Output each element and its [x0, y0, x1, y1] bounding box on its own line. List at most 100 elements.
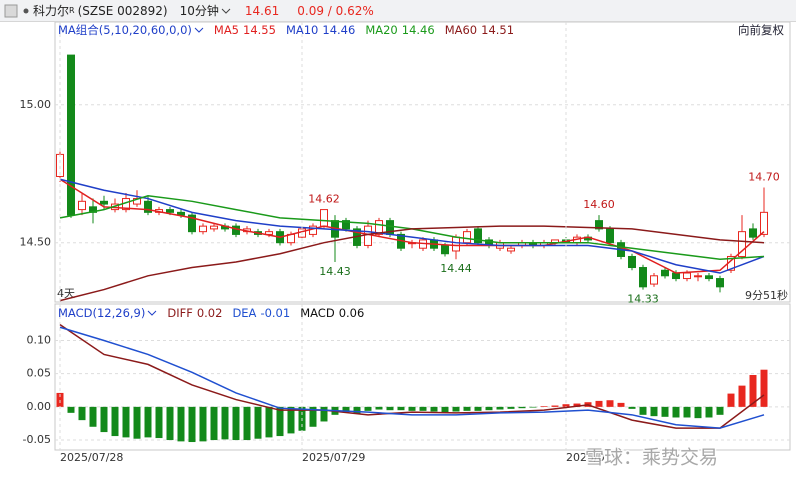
candle-body — [441, 244, 449, 255]
macd-bar — [375, 406, 383, 410]
legend-name: MA5 — [213, 23, 239, 37]
price-annotation: 14.43 — [319, 265, 351, 278]
legend-name: DEA — [232, 306, 257, 320]
legend-name: MA10 — [285, 23, 319, 37]
macd-panel — [54, 303, 791, 451]
candle-body — [595, 220, 603, 230]
price-annotation: 14.62 — [308, 193, 340, 206]
indicator-line — [59, 323, 765, 429]
y-tick-label: 0.00 — [27, 400, 52, 413]
macd-bar — [166, 406, 174, 441]
candle-body — [749, 228, 757, 238]
candle-body — [78, 200, 86, 211]
candle-body — [144, 200, 152, 213]
candle-body — [639, 267, 647, 288]
macd-bar — [133, 406, 141, 439]
macd-bar — [254, 406, 262, 439]
macd-bar — [353, 406, 361, 414]
price-annotation: 14.33 — [627, 293, 659, 306]
macd-bar — [716, 406, 724, 415]
stock-name[interactable]: 科力尔 — [33, 4, 70, 18]
macd-bar — [320, 406, 328, 422]
x-tick-label: 2025/0 — [566, 451, 605, 464]
macd-bar — [364, 406, 372, 411]
macd-bar — [122, 406, 130, 438]
macd-bar — [507, 406, 515, 409]
candle-body — [320, 209, 328, 227]
legend-value: 14.51 — [481, 23, 515, 37]
arrow-shape — [194, 27, 204, 33]
macd-bar — [727, 393, 735, 407]
arrow-shape — [147, 310, 157, 316]
legend-value: 0.02 — [196, 306, 223, 320]
candle-body — [67, 54, 75, 216]
macd-bar — [749, 375, 757, 407]
macd-bar — [309, 406, 317, 427]
candle-body — [199, 225, 207, 233]
macd-bar — [155, 406, 163, 439]
macd-bar — [683, 406, 691, 418]
macd-bar — [144, 406, 152, 438]
dropdown-arrow[interactable] — [221, 7, 231, 15]
macd-bar — [397, 406, 405, 411]
legend-entry: MA10 14.46 — [286, 23, 355, 37]
legend-value: 14.55 — [243, 23, 276, 37]
macd-bar — [705, 406, 713, 418]
x-tick-label: 2025/07/29 — [302, 451, 365, 464]
macd-bar — [650, 406, 658, 417]
legend-entry: MA60 14.51 — [445, 23, 514, 37]
candle-body — [452, 236, 460, 252]
indicator-line — [59, 225, 765, 302]
period[interactable]: 10分钟 — [179, 4, 219, 18]
change: 0.09 / 0.62% — [297, 3, 374, 18]
macd-bar — [67, 406, 75, 413]
macd-bar — [111, 406, 119, 437]
macd-bar — [672, 406, 680, 418]
quote-bar: 科力尔 R (SZSE 002892) 10分钟 14.61 0.09 / 0.… — [0, 0, 796, 22]
macd-bar — [342, 406, 350, 413]
x-tick-label: 2025/07/28 — [60, 451, 123, 464]
right-note: 9分51秒 — [745, 288, 788, 302]
candle-body — [606, 228, 614, 244]
y-tick-label: -0.05 — [23, 433, 51, 446]
macd-bar — [639, 406, 647, 415]
macd-bar — [595, 400, 603, 407]
candle-body — [694, 275, 702, 278]
macd-bar — [221, 406, 229, 440]
macd-bar — [56, 392, 64, 407]
candle-body — [683, 272, 691, 280]
adjust-mode[interactable]: 向前复权 — [738, 23, 784, 37]
macd-bar — [89, 406, 97, 427]
candle-body — [650, 275, 658, 285]
macd-bar — [100, 406, 108, 433]
price-annotation: 14.70 — [748, 171, 780, 184]
macd-bar — [386, 406, 394, 411]
watermark: 雪球：乘势交易 — [585, 447, 718, 469]
macd-bar — [518, 406, 526, 409]
price-panel — [54, 21, 791, 303]
candle-body — [738, 231, 746, 257]
candle-body — [507, 247, 515, 252]
candle-body — [661, 269, 669, 277]
macd-bar — [276, 406, 284, 437]
stock-icon — [4, 4, 18, 17]
macd-bar — [441, 406, 449, 413]
dropdown-arrow[interactable] — [194, 26, 204, 34]
macd-bar — [496, 406, 504, 410]
y-tick-label: 0.10 — [27, 334, 52, 347]
macd-bar — [562, 404, 570, 407]
candle-body — [342, 220, 350, 230]
indicator-line — [59, 178, 765, 274]
legend-entry: MA20 14.46 — [365, 23, 434, 37]
macd-bar — [177, 406, 185, 442]
dropdown-arrow[interactable] — [147, 309, 157, 317]
candle-body — [463, 231, 471, 244]
macd-bar — [243, 406, 251, 441]
legend-value: 14.46 — [401, 23, 435, 37]
macd-bar — [408, 406, 416, 411]
candle-body — [232, 225, 240, 235]
legend-value: 0.06 — [338, 306, 365, 320]
indicator-line — [59, 326, 765, 429]
